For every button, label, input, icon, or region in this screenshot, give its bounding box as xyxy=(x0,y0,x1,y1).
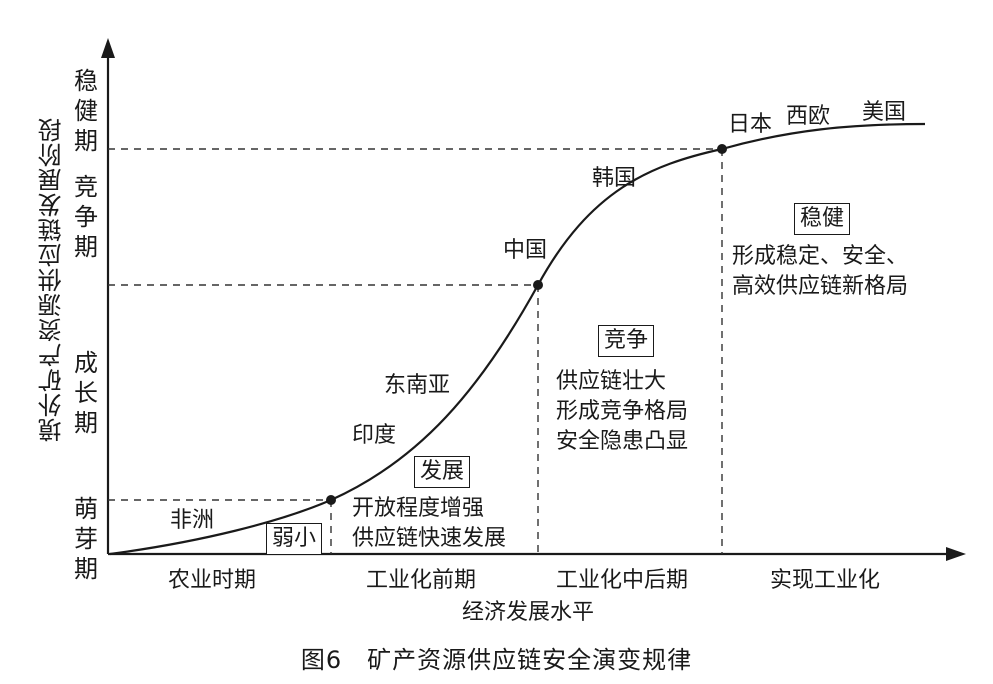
phase-desc-steady: 形成稳定、安全、 高效供应链新格局 xyxy=(732,244,909,299)
phase-tag-steady: 稳健 xyxy=(794,203,851,235)
stage-label-growth: 成长期 xyxy=(74,349,98,437)
curve-label-africa: 非洲 xyxy=(170,508,215,533)
curve-label-china: 中国 xyxy=(503,238,548,263)
curve-label-usa: 美国 xyxy=(862,100,907,125)
x-axis-title: 经济发展水平 xyxy=(462,600,595,625)
phase-tag-development: 发展 xyxy=(414,456,471,488)
development-curve xyxy=(109,122,926,556)
curve-label-western-europe: 西欧 xyxy=(786,104,831,129)
period-label-early-industrial: 工业化前期 xyxy=(366,568,477,593)
figure-caption: 图6 矿产资源供应链安全演变规律 xyxy=(300,646,693,674)
stage-label-steady: 稳健期 xyxy=(74,67,98,155)
milestone-point-1 xyxy=(326,495,336,505)
milestone-point-2 xyxy=(533,280,543,290)
period-label-late-industrial: 工业化中后期 xyxy=(556,568,689,593)
curve-label-japan: 日本 xyxy=(728,112,773,137)
curve-label-india: 印度 xyxy=(352,423,397,448)
period-label-agriculture: 农业时期 xyxy=(168,568,257,593)
period-label-industrialized: 实现工业化 xyxy=(770,568,881,593)
phase-desc-competition: 供应链壮大 形成竞争格局 安全隐患凸显 xyxy=(556,369,689,454)
stage-label-sprout: 萌芽期 xyxy=(74,495,98,583)
phase-tag-competition: 竞争 xyxy=(598,325,655,357)
y-axis-title: 境外矿产资源供应链发展阶段 xyxy=(38,117,66,442)
milestone-point-3 xyxy=(717,144,727,154)
curve-label-korea: 韩国 xyxy=(592,166,637,191)
curve-label-southeast-asia: 东南亚 xyxy=(384,373,451,398)
phase-desc-development: 开放程度增强 供应链快速发展 xyxy=(352,496,507,551)
phase-tag-weak: 弱小 xyxy=(266,523,323,555)
x-axis-arrow xyxy=(946,547,966,561)
y-axis-arrow xyxy=(101,38,115,58)
stage-label-competition: 竞争期 xyxy=(74,173,98,261)
